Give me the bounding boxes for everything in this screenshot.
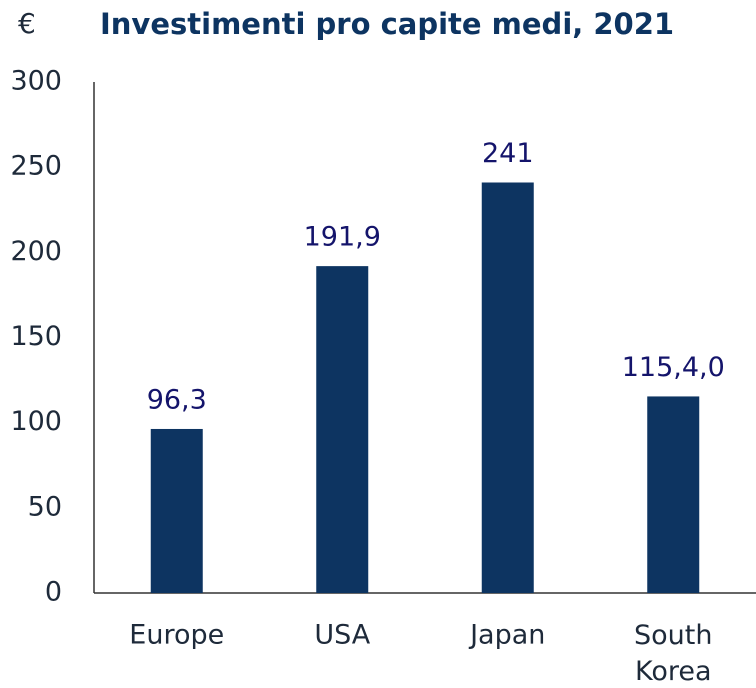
x-tick-label: South Korea (634, 620, 712, 687)
data-label: 115,4,0 (622, 352, 725, 383)
y-tick-label: 150 (10, 321, 62, 352)
data-label: 191,9 (304, 222, 381, 253)
data-label: 241 (482, 138, 534, 169)
y-tick-label: 50 (28, 491, 62, 522)
y-tick-label: 100 (10, 406, 62, 437)
y-tick-label: 300 (10, 66, 62, 97)
y-tick-label: 250 (10, 151, 62, 182)
x-tick-label: Japan (468, 620, 545, 651)
bar (647, 396, 700, 593)
bar (150, 428, 203, 593)
bar (316, 266, 369, 593)
bar (481, 182, 534, 593)
chart-title: Investimenti pro capite medi, 2021 (100, 7, 674, 41)
y-tick-label: 200 (10, 236, 62, 267)
x-tick-label: Europe (129, 620, 224, 651)
y-axis-label: € (18, 7, 36, 40)
data-label: 96,3 (147, 384, 207, 415)
y-tick-label: 0 (45, 577, 62, 608)
x-tick-label: USA (314, 620, 370, 651)
